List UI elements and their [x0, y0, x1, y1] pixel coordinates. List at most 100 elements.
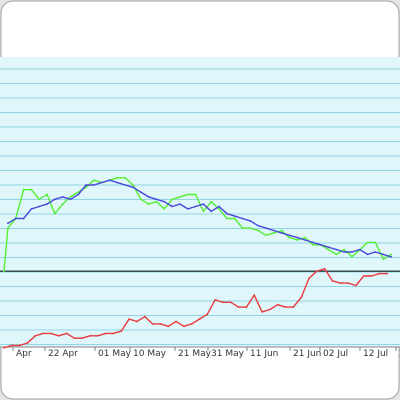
data-point: [245, 306, 248, 308]
data-point: [261, 311, 263, 313]
data-point: [265, 227, 267, 230]
data-point: [171, 205, 174, 208]
data-point: [108, 179, 111, 182]
data-point: [288, 234, 291, 237]
data-point: [355, 284, 357, 287]
data-point: [280, 229, 283, 232]
data-point: [272, 229, 275, 232]
data-point: [202, 210, 205, 213]
data-point: [304, 239, 306, 241]
data-point: [147, 203, 150, 206]
data-point: [112, 332, 115, 335]
data-point: [53, 212, 56, 215]
x-tick-label: Apr: [16, 349, 32, 359]
data-point: [30, 188, 33, 191]
x-tick-label: 21 Jun: [293, 349, 321, 359]
data-point: [249, 220, 252, 222]
data-point: [65, 332, 68, 335]
data-point: [124, 176, 127, 179]
data-point: [42, 332, 44, 335]
data-point: [128, 318, 131, 320]
data-point: [10, 344, 13, 347]
data-point: [386, 272, 389, 275]
data-point: [61, 196, 64, 198]
data-point: [257, 229, 259, 232]
data-point: [171, 198, 174, 201]
data-point: [300, 296, 303, 299]
data-point: [132, 184, 134, 186]
data-point: [46, 193, 48, 196]
data-point: [85, 184, 87, 186]
data-point: [26, 342, 29, 344]
data-point: [139, 198, 142, 201]
data-point: [323, 267, 326, 270]
data-point: [233, 215, 236, 218]
data-point: [382, 258, 385, 261]
data-point: [139, 191, 142, 194]
data-point: [96, 334, 99, 337]
data-point: [226, 212, 228, 215]
data-point: [335, 248, 338, 251]
data-point: [73, 337, 76, 340]
data-point: [69, 198, 72, 201]
data-point: [390, 253, 392, 256]
data-point: [351, 255, 353, 258]
data-point: [374, 251, 377, 253]
data-point: [280, 232, 283, 234]
data-point: [210, 200, 213, 203]
x-tick-label: 10 May: [133, 349, 167, 359]
data-point: [53, 198, 56, 201]
data-point: [206, 313, 209, 316]
data-point: [378, 272, 381, 275]
data-point: [358, 248, 361, 251]
plot-background: [0, 57, 400, 347]
data-point: [167, 325, 170, 328]
horizontal-gridlines: [0, 68, 400, 345]
x-tick-label: 01 May: [98, 349, 132, 359]
data-point: [210, 210, 213, 213]
data-point: [116, 176, 119, 179]
data-point: [202, 203, 205, 206]
data-point: [218, 208, 221, 210]
data-point: [237, 306, 240, 308]
data-point: [296, 236, 299, 239]
data-point: [120, 330, 123, 332]
data-point: [179, 203, 181, 206]
data-point: [315, 270, 318, 273]
data-point: [327, 248, 330, 251]
data-point: [30, 208, 33, 210]
data-point: [304, 236, 306, 239]
data-point: [14, 217, 17, 220]
data-point: [186, 208, 189, 210]
data-point: [366, 253, 369, 256]
data-point: [257, 224, 259, 227]
data-point: [366, 241, 369, 244]
data-point: [77, 191, 80, 194]
data-point: [136, 320, 138, 323]
data-point: [77, 193, 80, 196]
series-line-2: [7, 179, 392, 258]
data-point: [159, 323, 162, 325]
data-point: [194, 193, 197, 196]
data-point: [147, 196, 150, 198]
data-point: [46, 203, 48, 206]
data-point: [34, 334, 37, 337]
data-point: [3, 346, 5, 349]
x-tick-label: 22 Apr: [48, 349, 78, 359]
data-point: [292, 306, 295, 308]
data-point: [308, 277, 310, 280]
data-point: [218, 205, 221, 208]
data-point: [229, 301, 232, 304]
data-point: [214, 299, 217, 301]
data-point: [18, 344, 21, 347]
data-point: [155, 200, 158, 203]
data-point: [38, 205, 41, 208]
data-point: [296, 239, 299, 241]
data-point: [163, 200, 166, 203]
data-point: [81, 337, 84, 340]
data-point: [155, 198, 158, 201]
data-point: [253, 294, 256, 296]
data-point: [347, 282, 349, 284]
